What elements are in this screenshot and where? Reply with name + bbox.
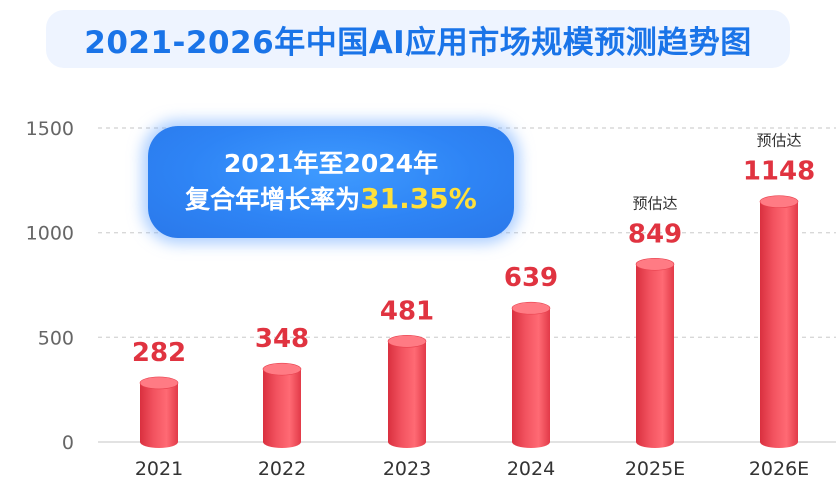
bar-cap [387, 335, 427, 348]
value-label: 1148 [743, 157, 815, 187]
value-label: 481 [380, 296, 434, 326]
y-tick-label: 1000 [26, 223, 74, 245]
bar [636, 264, 674, 448]
x-tick-label: 2022 [258, 458, 306, 480]
x-tick-label: 2023 [383, 458, 431, 480]
bar [140, 382, 178, 448]
bar [263, 369, 301, 448]
bar [760, 201, 798, 448]
value-label: 639 [504, 263, 558, 293]
bar-cap [511, 301, 551, 315]
value-label: 849 [628, 219, 682, 249]
value-label: 282 [132, 338, 186, 368]
y-tick-label: 1500 [26, 118, 74, 140]
x-tick-label: 2024 [507, 458, 555, 480]
callout-rate-value: 31.35% [360, 181, 477, 215]
cagr-callout: 2021年至2024年 复合年增长率为31.35% [148, 126, 514, 238]
bar-cap [139, 376, 179, 390]
callout-period: 2021年至2024年 [223, 148, 439, 178]
estimate-annotation: 预估达 [632, 194, 677, 212]
bar-cap [759, 195, 799, 208]
bar [388, 341, 426, 448]
bar [512, 308, 550, 448]
callout-rate-prefix: 复合年增长率为 [185, 184, 361, 214]
bar-cap [262, 362, 302, 376]
chart-title: 2021-2026年中国AI应用市场规模预测趋势图 [84, 24, 752, 61]
x-axis-ticks: 2021 2022 2023 2024 2025E 2026E [135, 458, 809, 480]
callout-rate-line: 复合年增长率为31.35% [185, 181, 477, 218]
title-banner: 2021-2026年中国AI应用市场规模预测趋势图 [46, 10, 790, 68]
x-tick-label: 2025E [625, 458, 685, 480]
y-tick-label: 0 [62, 432, 74, 454]
value-label: 348 [255, 324, 309, 354]
bar-cap [635, 257, 675, 271]
value-labels: 282 348 481 639 849 预估达 1148 预估达 [132, 132, 815, 368]
x-tick-label: 2021 [135, 458, 183, 480]
bars [139, 195, 799, 448]
y-axis-ticks: 0 500 1000 1500 [26, 118, 74, 454]
estimate-annotation: 预估达 [756, 132, 801, 150]
y-tick-label: 500 [38, 327, 74, 349]
x-tick-label: 2026E [749, 458, 809, 480]
